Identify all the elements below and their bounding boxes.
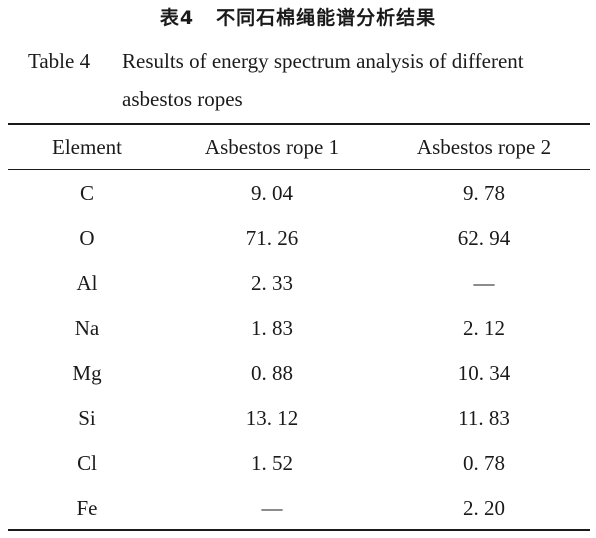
table-title-en: Results of energy spectrum analysis of d… xyxy=(122,49,524,111)
cell-rope-1: 1. 83 xyxy=(251,316,293,340)
cell-rope-2: 10. 34 xyxy=(457,361,511,385)
cell-rope-2: 62. 94 xyxy=(457,226,511,250)
cell-element: Mg xyxy=(72,361,102,385)
cell-rope-1: 2. 33 xyxy=(251,271,293,295)
cell-element: Na xyxy=(74,316,100,340)
cell-rope-1: 71. 26 xyxy=(245,226,299,250)
cell-rope-1: 0. 88 xyxy=(251,361,293,385)
table-top-rule xyxy=(8,123,590,125)
cell-rope-1: 9. 04 xyxy=(251,181,293,205)
table-row: C 9. 04 9. 78 xyxy=(8,169,590,216)
column-header-rope-1: Asbestos rope 1 xyxy=(204,134,340,159)
table-row: Mg 0. 88 10. 34 xyxy=(8,351,590,396)
cell-element: C xyxy=(79,181,94,205)
column-header-rope-2: Asbestos rope 2 xyxy=(416,134,552,159)
cell-rope-2: 0. 78 xyxy=(463,451,505,475)
spectrum-results-table: Element Asbestos rope 1 Asbestos rope 2 … xyxy=(8,125,590,531)
cell-rope-2: 2. 20 xyxy=(463,496,505,520)
table-title-cn: 不同石棉绳能谱分析结果 xyxy=(216,7,437,29)
table-row: O 71. 26 62. 94 xyxy=(8,216,590,261)
cell-element: Fe xyxy=(76,496,98,520)
cell-rope-1: — xyxy=(261,496,283,520)
cell-rope-2: 9. 78 xyxy=(463,181,505,205)
cell-rope-1: 13. 12 xyxy=(245,406,299,430)
table-number-en: Table 4 xyxy=(28,49,91,73)
cell-rope-2: 2. 12 xyxy=(463,316,505,340)
cell-element: Al xyxy=(76,271,98,295)
table-row: Al 2. 33 — xyxy=(8,261,590,306)
table-number-cn: 表4 xyxy=(159,7,195,29)
table-row: Si 13. 12 11. 83 xyxy=(8,396,590,441)
table-caption-chinese: 表4 不同石棉绳能谱分析结果 xyxy=(0,4,596,32)
cell-rope-2: 11. 83 xyxy=(458,406,510,430)
table-row: Cl 1. 52 0. 78 xyxy=(8,441,590,486)
table-row: Na 1. 83 2. 12 xyxy=(8,306,590,351)
column-header-element: Element xyxy=(52,134,122,159)
cell-element: O xyxy=(79,226,95,250)
table-row: Fe — 2. 20 xyxy=(8,486,590,531)
table-caption-english: Table 4 Results of energy spectrum analy… xyxy=(28,42,588,118)
table-header-rule xyxy=(8,169,590,170)
cell-rope-1: 1. 52 xyxy=(251,451,293,475)
cell-element: Si xyxy=(78,406,96,430)
cell-element: Cl xyxy=(77,451,97,475)
table-bottom-rule xyxy=(8,529,590,531)
table-header-row: Element Asbestos rope 1 Asbestos rope 2 xyxy=(8,125,590,169)
cell-rope-2: — xyxy=(473,271,495,295)
